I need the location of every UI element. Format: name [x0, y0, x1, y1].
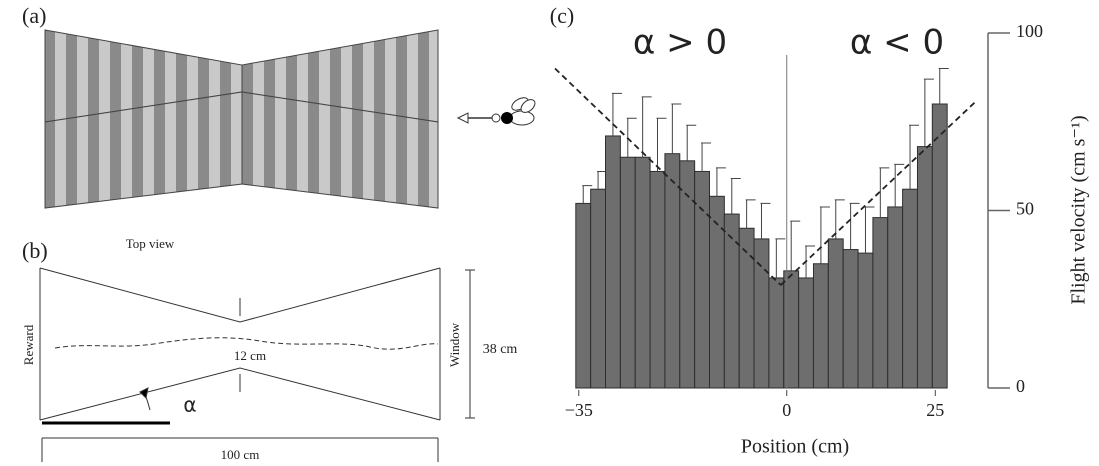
bar [649, 170, 666, 389]
x-tick-label: 25 [926, 400, 944, 420]
error-bar [611, 92, 622, 136]
bar [931, 103, 948, 389]
error-bar [760, 202, 771, 239]
bar [590, 188, 607, 389]
error-bar [834, 199, 845, 239]
bar [768, 277, 785, 389]
error-bar [671, 103, 682, 154]
bar [916, 146, 933, 389]
error-bar [909, 124, 920, 190]
fly-icon [456, 97, 536, 126]
error-bar [701, 142, 712, 172]
panel-label: (a) [22, 3, 46, 28]
error-bar [864, 206, 875, 254]
y-tick-label: 100 [1016, 21, 1043, 41]
y-tick-label: 0 [1016, 376, 1025, 396]
bar [575, 202, 592, 389]
x-axis-label: Position (cm) [741, 436, 849, 458]
panel-label: (b) [22, 238, 48, 263]
bar [664, 153, 681, 389]
error-bar [656, 117, 667, 172]
bar [723, 213, 740, 389]
top-view-label: Top view [126, 236, 175, 251]
bar [605, 135, 621, 389]
error-bar [582, 185, 593, 204]
bar [842, 249, 859, 389]
error-bar [938, 68, 949, 104]
window-label: Window [447, 322, 462, 367]
bar [798, 277, 814, 389]
bar [619, 156, 636, 389]
fit-line [780, 99, 978, 286]
error-bar [894, 163, 905, 207]
y-tick-label: 50 [1016, 199, 1034, 219]
arena-walls [44, 29, 439, 209]
bar [753, 238, 770, 389]
error-bar [730, 178, 741, 215]
bar [694, 170, 710, 389]
bar [708, 195, 725, 389]
reward-label: Reward [21, 324, 36, 365]
error-bar [849, 202, 860, 250]
error-bar [819, 206, 830, 264]
bar [634, 156, 651, 389]
angle-label: α [183, 393, 196, 417]
bar [872, 217, 889, 389]
x-tick-label: 0 [782, 400, 791, 420]
error-bar [775, 238, 786, 278]
fit-line [554, 67, 782, 286]
error-bar [790, 220, 801, 271]
error-bar [641, 96, 652, 158]
gap-label: 12 cm [234, 348, 266, 363]
bar [857, 252, 874, 389]
error-bar [879, 167, 890, 218]
annotation: α < 0 [850, 23, 944, 63]
error-bar [745, 199, 756, 229]
error-bar [923, 78, 934, 147]
x-tick-label: −35 [565, 400, 593, 420]
annotation: α > 0 [633, 23, 727, 63]
error-bar [715, 167, 726, 197]
height-label: 38 cm [483, 342, 518, 357]
bar [812, 263, 829, 389]
length-label: 100 cm [221, 447, 260, 462]
bar [827, 238, 844, 389]
bar [902, 188, 918, 389]
error-bar [686, 124, 697, 161]
panel-label: (c) [550, 3, 574, 28]
bar [783, 270, 800, 389]
arena-outline [39, 267, 475, 462]
bar [887, 206, 904, 389]
y-axis-label: Flight velocity (cm s⁻¹) [1068, 115, 1090, 304]
